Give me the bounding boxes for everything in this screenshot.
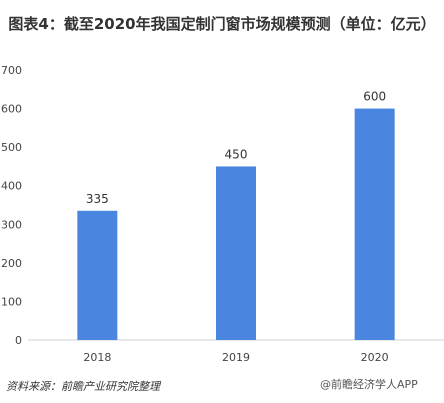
y-tick-label: 0 xyxy=(15,334,22,347)
watermark-text: @前瞻经济学人APP xyxy=(320,378,418,391)
bar-2018 xyxy=(77,210,118,340)
y-tick-label: 500 xyxy=(1,141,22,154)
x-axis-tick-labels: 2018 2019 2020 xyxy=(83,351,388,364)
bar-2019 xyxy=(216,166,256,340)
bar-value-label: 335 xyxy=(86,192,109,206)
bar-2020 xyxy=(354,108,395,340)
x-tick-label: 2019 xyxy=(222,351,250,364)
bar-value-label: 600 xyxy=(363,90,386,104)
bar-data-labels: 335 450 600 xyxy=(86,90,386,206)
bar-value-label: 450 xyxy=(225,147,248,161)
y-tick-label: 400 xyxy=(1,180,22,193)
y-tick-label: 700 xyxy=(1,64,22,77)
x-tick-label: 2020 xyxy=(361,351,389,364)
y-tick-label: 100 xyxy=(1,295,22,308)
chart-title: 图表4：截至2020年我国定制门窗市场规模预测（单位：亿元） xyxy=(8,15,436,33)
bars xyxy=(77,108,395,340)
y-tick-label: 200 xyxy=(1,257,22,270)
source-note: 资料来源：前瞻产业研究院整理 xyxy=(6,380,160,393)
y-tick-label: 300 xyxy=(1,218,22,231)
x-tick-label: 2018 xyxy=(83,351,111,364)
y-axis-tick-labels: 0 100 200 300 400 500 600 700 xyxy=(1,64,22,347)
y-tick-label: 600 xyxy=(1,103,22,116)
